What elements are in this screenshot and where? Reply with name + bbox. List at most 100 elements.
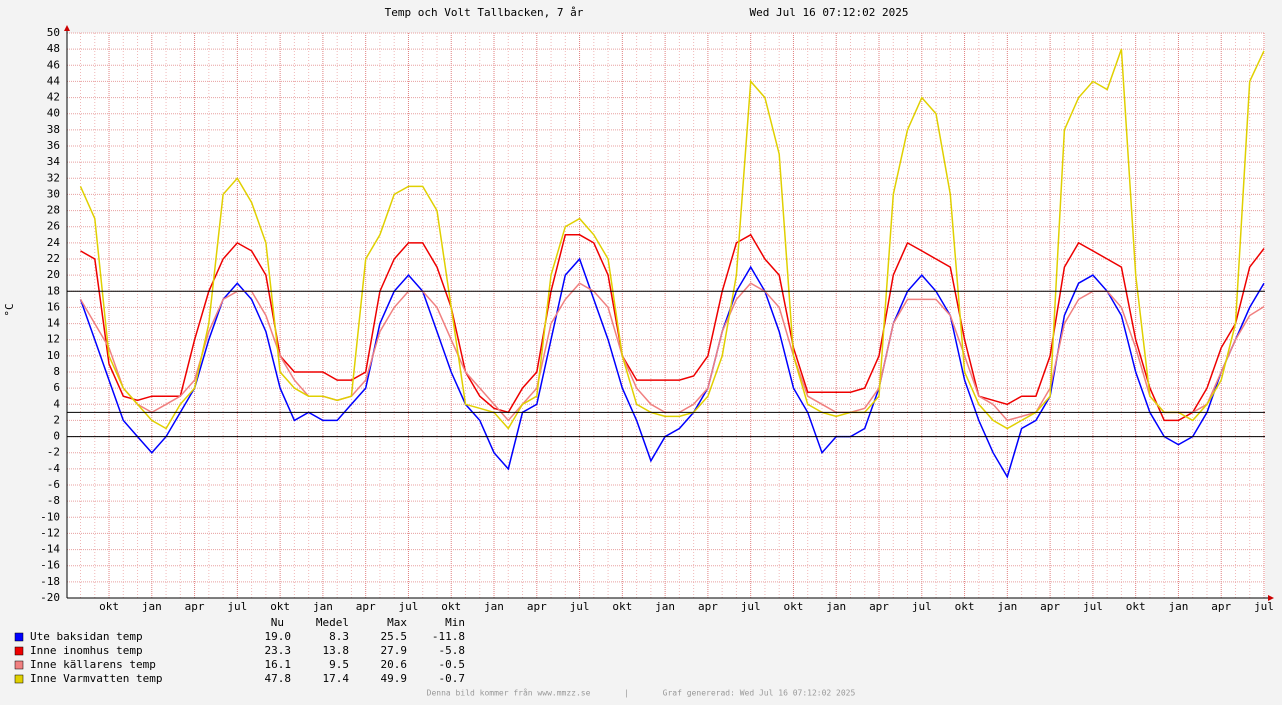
legend-stat: -5.8 [439,644,466,657]
y-tick-label: 40 [47,107,60,120]
y-tick-label: -14 [40,543,60,556]
y-tick-label: 2 [53,413,60,426]
x-tick-label: okt [1126,600,1146,613]
x-tick-label: apr [527,600,547,613]
x-tick-label: jan [1169,600,1189,613]
legend-stat: -11.8 [432,630,465,643]
x-tick-label: jan [484,600,504,613]
legend-stat: 8.3 [329,630,349,643]
legend-stat: 47.8 [265,672,292,685]
legend-swatch [14,674,24,684]
legend-stat: 13.8 [323,644,350,657]
legend-stat: 27.9 [381,644,408,657]
y-tick-label: 14 [47,317,61,330]
legend-stat: -0.7 [439,672,466,685]
x-tick-label: jul [912,600,932,613]
x-tick-label: jul [570,600,590,613]
legend: Nu Medel Max Min Ute baksidan temp 19.0 8.3 25.… [14,616,466,685]
legend-header: Nu [271,616,284,629]
lines [67,48,1265,479]
x-tick-label: jul [227,600,247,613]
y-tick-label: 44 [47,74,61,87]
axes [64,25,1274,601]
y-tick-label: 46 [47,58,60,71]
x-tick-label: okt [612,600,632,613]
y-tick-label: 10 [47,349,60,362]
x-tick-label: apr [1211,600,1231,613]
y-tick-label: 24 [47,236,61,249]
y-tick-label: 50 [47,26,60,39]
legend-stat: 17.4 [323,672,350,685]
y-tick-label: -20 [40,591,60,604]
x-tick-label: jul [1083,600,1103,613]
x-tick-label: jan [826,600,846,613]
y-tick-label: 42 [47,91,60,104]
legend-stat: 9.5 [329,658,349,671]
y-arrow [64,25,70,31]
y-tick-label: -16 [40,559,60,572]
x-tick-label: apr [1040,600,1060,613]
y-tick-label: 8 [53,365,60,378]
y-tick-label: 16 [47,300,60,313]
y-tick-label: -4 [47,462,61,475]
y-tick-label: 4 [53,397,60,410]
legend-label: Inne Varmvatten temp [30,672,162,685]
x-tick-label: okt [955,600,975,613]
series-line [79,257,1265,479]
legend-swatch [14,632,24,642]
plot-area [67,33,1265,598]
y-tick-label: 12 [47,333,60,346]
x-tick-label: jan [655,600,675,613]
y-tick-label: -10 [40,510,60,523]
y-tick-label: 38 [47,123,60,136]
y-tick-label: 26 [47,220,60,233]
legend-swatch [14,646,24,656]
y-tick-label: 20 [47,268,60,281]
x-tick-label: apr [356,600,376,613]
series-line [80,233,1265,422]
y-tick-label: 30 [47,187,60,200]
x-tick-label: apr [185,600,205,613]
y-tick-label: 48 [47,42,60,55]
legend-header: Min [445,616,465,629]
legend-stat: 16.1 [265,658,292,671]
y-tick-label: 6 [53,381,60,394]
x-tick-label: jul [1254,600,1274,613]
y-tick-label: 32 [47,171,60,184]
chart-date: Wed Jul 16 07:12:02 2025 [750,6,909,19]
x-tick-label: okt [270,600,290,613]
legend-stat: 49.9 [381,672,408,685]
y-tick-label: -18 [40,575,60,588]
x-tick-label: okt [784,600,804,613]
x-arrow [1268,595,1274,601]
legend-label: Ute baksidan temp [30,630,143,643]
x-tick-label: apr [698,600,718,613]
x-tick-label: okt [99,600,119,613]
series-line [79,48,1265,430]
x-tick-label: jan [313,600,333,613]
legend-swatch [14,660,24,670]
x-tick-label: jan [997,600,1017,613]
y-tick-label: -2 [47,446,60,459]
x-tick-label: jan [142,600,162,613]
legend-label: Inne källarens temp [30,658,156,671]
legend-header: Medel [316,616,349,629]
y-tick-label: 0 [53,430,60,443]
legend-header: Max [387,616,407,629]
legend-stat: 23.3 [265,644,292,657]
legend-label: Inne inomhus temp [30,644,143,657]
y-tick-label: -6 [47,478,60,491]
y-tick-label: 28 [47,204,60,217]
y-tick-label: -8 [47,494,60,507]
y-tick-label: 18 [47,284,60,297]
footer: Denna bild kommer från www.mmzz.se | Gra… [427,688,856,698]
x-tick-label: jul [399,600,419,613]
legend-stat: 19.0 [265,630,292,643]
legend-stat: -0.5 [439,658,466,671]
legend-stat: 20.6 [381,658,408,671]
y-tick-label: 36 [47,139,60,152]
y-tick-label: 22 [47,252,60,265]
x-tick-label: apr [869,600,889,613]
y-axis-label: °C [3,303,16,316]
